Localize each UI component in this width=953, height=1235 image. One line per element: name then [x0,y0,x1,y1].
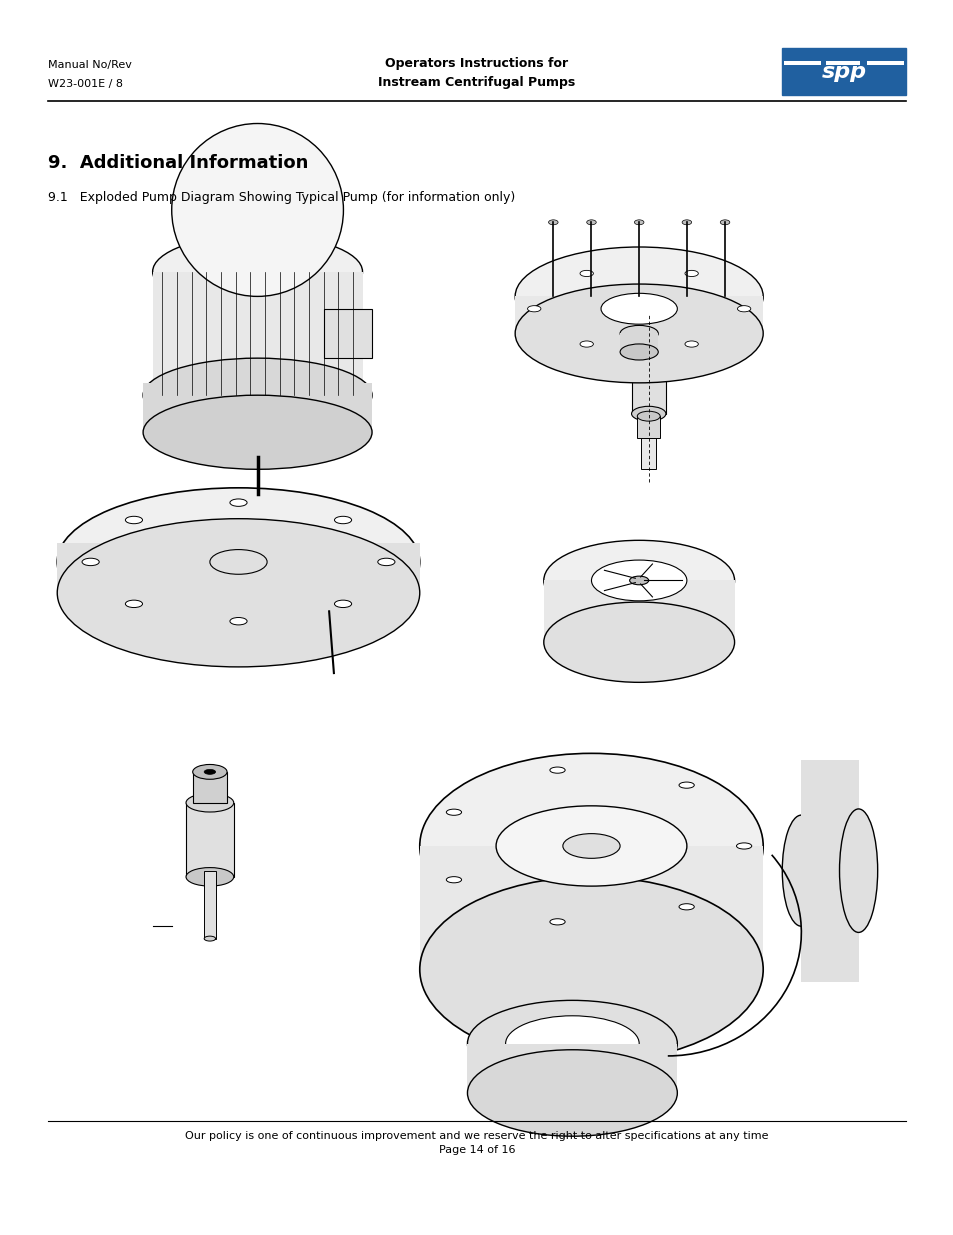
Ellipse shape [737,306,750,312]
Bar [419,846,762,969]
Ellipse shape [143,521,334,603]
Ellipse shape [591,559,686,601]
Ellipse shape [618,327,679,352]
Ellipse shape [419,877,762,1062]
Ellipse shape [839,809,877,932]
Ellipse shape [679,782,694,788]
Ellipse shape [619,343,658,361]
Ellipse shape [125,516,142,524]
Text: W23-001E / 8: W23-001E / 8 [48,79,123,89]
Ellipse shape [543,603,734,683]
Ellipse shape [125,600,142,608]
Ellipse shape [579,341,593,347]
Ellipse shape [631,406,665,421]
Bar [637,416,659,438]
Ellipse shape [230,618,247,625]
Ellipse shape [204,936,215,941]
Ellipse shape [467,1050,677,1136]
Bar [543,580,734,642]
Ellipse shape [634,220,643,225]
Ellipse shape [57,519,419,667]
Ellipse shape [515,247,762,346]
Ellipse shape [619,326,658,342]
Ellipse shape [505,1015,639,1072]
Text: Operators Instructions for: Operators Instructions for [385,57,568,70]
Ellipse shape [562,834,619,858]
Ellipse shape [193,764,227,779]
Ellipse shape [679,904,694,910]
Ellipse shape [172,124,343,296]
Bar [324,309,372,358]
Ellipse shape [600,294,677,325]
Ellipse shape [548,220,558,225]
Ellipse shape [736,844,751,850]
Ellipse shape [515,284,762,383]
Ellipse shape [467,1000,677,1087]
Text: 9.1   Exploded Pump Diagram Showing Typical Pump (for information only): 9.1 Exploded Pump Diagram Showing Typica… [48,191,515,205]
Ellipse shape [549,767,564,773]
Ellipse shape [527,306,540,312]
Bar [467,1044,677,1093]
Ellipse shape [781,815,820,926]
Ellipse shape [543,540,734,620]
Ellipse shape [335,600,352,608]
Text: Manual No/Rev: Manual No/Rev [48,61,132,70]
Ellipse shape [579,270,593,277]
Bar [204,871,215,939]
Bar [186,803,233,877]
Ellipse shape [720,220,729,225]
Ellipse shape [57,488,419,636]
Bar [193,772,227,803]
Text: Instream Centrifugal Pumps: Instream Centrifugal Pumps [378,75,575,89]
Text: Our policy is one of continuous improvement and we reserve the right to alter sp: Our policy is one of continuous improvem… [185,1131,768,1141]
Bar [640,438,656,469]
Ellipse shape [186,867,233,887]
Bar [801,760,858,982]
Ellipse shape [143,358,372,432]
Ellipse shape [637,411,659,421]
Ellipse shape [335,516,352,524]
Ellipse shape [210,550,267,574]
Ellipse shape [629,576,648,584]
Ellipse shape [586,220,596,225]
Ellipse shape [549,919,564,925]
Ellipse shape [204,769,215,774]
Text: Page 14 of 16: Page 14 of 16 [438,1145,515,1155]
Ellipse shape [230,499,247,506]
Ellipse shape [186,793,233,813]
Ellipse shape [377,558,395,566]
Ellipse shape [152,235,362,309]
Bar [631,367,665,414]
Ellipse shape [681,220,691,225]
Bar [57,543,419,593]
Bar [152,272,362,395]
Ellipse shape [446,809,461,815]
Ellipse shape [496,806,686,887]
Bar [515,296,762,333]
Ellipse shape [419,753,762,939]
FancyBboxPatch shape [781,48,905,95]
Ellipse shape [624,356,672,374]
Ellipse shape [143,395,372,469]
Ellipse shape [446,877,461,883]
Bar [824,61,860,64]
Bar [865,61,902,64]
Bar [143,383,372,432]
Ellipse shape [684,270,698,277]
Ellipse shape [631,359,665,374]
Text: 9.  Additional Information: 9. Additional Information [48,154,308,173]
Text: spp: spp [821,62,866,82]
Ellipse shape [684,341,698,347]
Bar [783,61,821,64]
Ellipse shape [82,558,99,566]
Bar [619,333,658,352]
